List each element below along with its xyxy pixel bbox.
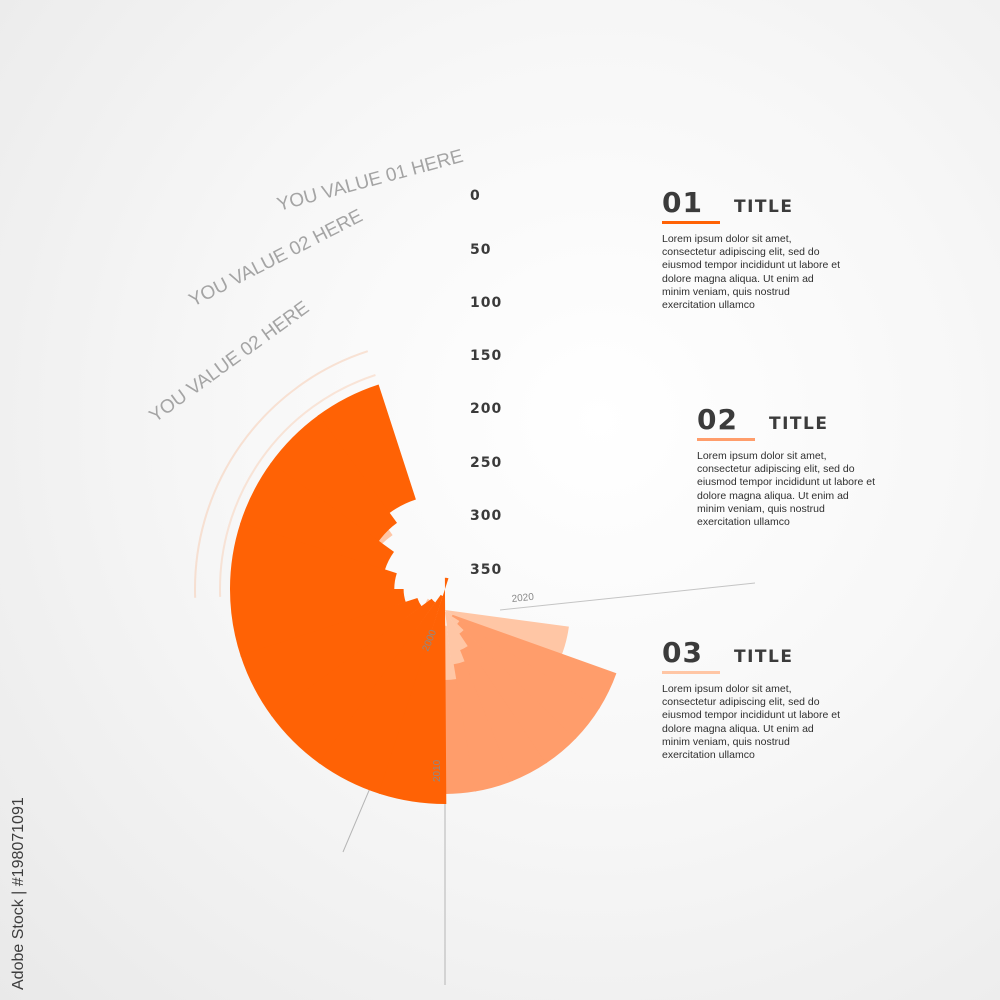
series-label-2: YOU VALUE 02 HERE [186,206,366,312]
tick-label: 350 [470,562,502,578]
tick-label: 200 [470,401,502,417]
info-text: Lorem ipsum dolor sit amet, consectetur … [697,450,876,529]
series-2-bar [453,661,513,792]
tick-label: 250 [470,455,502,471]
tick-label: 50 [470,242,491,258]
info-number: 02 [697,403,738,436]
info-title: TITLE [769,414,829,434]
series-1-bar [271,598,436,764]
info-number: 03 [662,636,703,669]
tick-label: 0 [470,188,481,204]
series-1-bar [240,598,422,717]
series-1-bar [317,384,416,514]
curve-labels: YOU VALUE 01 HERE YOU VALUE 02 HERE YOU … [146,146,466,427]
info-text: Lorem ipsum dolor sit amet, consectetur … [662,233,841,312]
info-underline [662,671,720,674]
series-label-1: YOU VALUE 01 HERE [275,146,466,216]
info-heading: 01 TITLE [662,186,862,219]
series-2-bar [459,630,577,764]
info-heading: 02 TITLE [697,403,897,436]
info-title: TITLE [734,197,794,217]
tick-label: 300 [470,508,502,524]
info-block-03: 03 TITLE Lorem ipsum dolor sit amet, con… [662,636,862,762]
year-label: 2020 [511,592,535,605]
series-label-3: YOU VALUE 02 HERE [146,297,314,427]
info-underline [662,221,720,224]
series-1-bar [378,577,449,805]
info-number: 01 [662,186,703,219]
info-block-01: 01 TITLE Lorem ipsum dolor sit amet, con… [662,186,862,312]
info-text: Lorem ipsum dolor sit amet, consectetur … [662,683,841,762]
series-2-bar [457,620,600,739]
info-block-02: 02 TITLE Lorem ipsum dolor sit amet, con… [697,403,897,529]
series-1-bar [318,594,443,794]
tick-label: 100 [470,295,502,311]
info-underline [697,438,755,441]
year-label: 2010 [432,759,443,782]
info-title: TITLE [734,647,794,667]
series-2-bar [460,646,547,782]
series-2-bar [436,679,477,794]
series-1-bar [270,415,397,542]
axis-ticks: 0 50 100 150 200 250 300 350 [470,188,502,578]
series-2-bar [451,614,617,709]
guide-arc-1 [194,350,369,598]
series-layer [229,384,617,805]
series-1-bar [240,462,394,570]
series-1-bar [229,522,397,591]
tick-label: 150 [470,348,502,364]
guide-arc-2 [219,374,376,597]
series-1-bar [229,589,406,657]
watermark: Adobe Stock | #198071091 [10,797,27,990]
info-heading: 03 TITLE [662,636,862,669]
